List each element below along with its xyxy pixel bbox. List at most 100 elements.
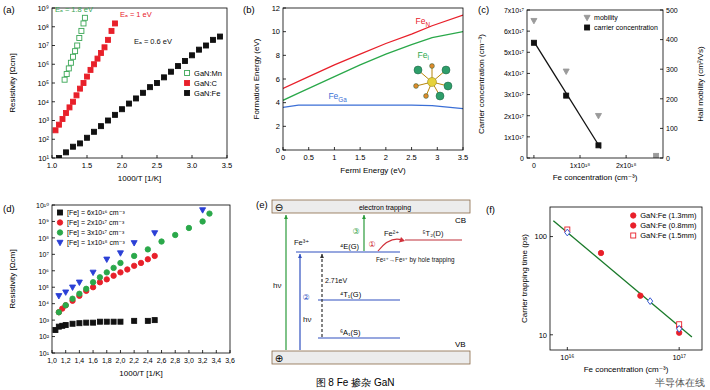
y-tick xyxy=(52,303,55,304)
series-line xyxy=(283,105,463,109)
x-tick-label: 2,2 xyxy=(129,357,139,364)
label-main: Fe xyxy=(418,50,428,60)
x-tick xyxy=(134,350,135,353)
inset-atom xyxy=(414,66,422,74)
data-point xyxy=(64,72,69,77)
band-label: CB xyxy=(455,216,466,225)
label-main: Fe xyxy=(328,91,338,101)
y-tick xyxy=(527,73,530,74)
data-point xyxy=(88,67,93,72)
x-axis-label: 1000/T [1/K] xyxy=(119,369,162,378)
plot-frame xyxy=(52,8,227,158)
data-point xyxy=(102,45,107,50)
x-tick xyxy=(385,147,386,150)
data-point xyxy=(84,320,89,325)
arrow-shaft xyxy=(299,254,300,350)
y-tick-label: 3x10¹⁷ xyxy=(504,91,525,98)
legend: GaN:MnGaN:CGaN:Fe xyxy=(185,69,222,98)
data-point xyxy=(127,101,132,106)
data-point xyxy=(113,112,118,117)
y-tick-label: 6x10¹⁷ xyxy=(504,28,525,35)
data-layer xyxy=(53,208,212,333)
data-point xyxy=(563,69,569,74)
y-tick-label: 10⁴ xyxy=(37,98,49,107)
x-tick-label: 3.5 xyxy=(458,153,468,162)
data-layer xyxy=(53,15,223,158)
x-tick-label: 10¹⁷ xyxy=(672,353,686,362)
data-point xyxy=(78,141,83,146)
data-point xyxy=(218,34,223,39)
data-point xyxy=(638,293,643,298)
y-tick-label: 10¹ xyxy=(39,350,50,357)
y-tick xyxy=(52,83,55,84)
panel-label: (c) xyxy=(478,4,489,15)
diagram-label: hν xyxy=(303,315,311,324)
x-tick xyxy=(308,147,309,150)
y-tick-label: 10⁷ xyxy=(39,251,50,258)
x-axis-label: 1000/T [1/K] xyxy=(118,174,161,183)
y2-tick xyxy=(660,39,663,40)
series-label: FeGa xyxy=(328,91,347,103)
x-tick-label: 1,8 xyxy=(102,357,112,364)
data-point xyxy=(56,310,61,315)
data-point xyxy=(155,81,160,86)
x-tick xyxy=(230,350,231,353)
y-tick xyxy=(527,10,530,11)
x-tick-label: 3 xyxy=(435,153,439,162)
data-point xyxy=(152,318,157,323)
legend-label: GaN:Fe xyxy=(194,89,220,98)
inset-atom xyxy=(424,94,429,99)
chart-panel: (a)1.01.52.02.53.03.510¹10²10³10⁴10⁵10⁶1… xyxy=(3,4,232,183)
y-tick-label: 10⁷ xyxy=(38,41,49,50)
annotation: Eₐ = 1.8 eV xyxy=(55,5,93,14)
x-tick xyxy=(175,350,176,353)
annotation: Eₐ = 1 eV xyxy=(120,10,152,19)
x-tick xyxy=(87,155,88,158)
data-point xyxy=(200,219,205,224)
level-label: ⁴E(G) xyxy=(340,242,360,251)
data-point xyxy=(654,153,659,158)
data-point xyxy=(169,69,174,74)
x-tick-label: 2 xyxy=(384,153,388,162)
y-tick-label: 1x10¹⁷ xyxy=(504,134,525,141)
x-tick-label: 2,6 xyxy=(157,357,167,364)
x-tick-label: 3.5 xyxy=(222,161,232,170)
plot-frame xyxy=(527,10,663,158)
data-point xyxy=(204,43,209,48)
y-tick-label: 0 xyxy=(520,155,524,162)
data-point xyxy=(56,310,61,315)
legend-marker xyxy=(57,230,62,235)
figure: (a)1.01.52.02.53.03.510¹10²10³10⁴10⁵10⁶1… xyxy=(0,0,710,390)
y2-tick-label: 300 xyxy=(666,66,678,73)
y-tick xyxy=(527,158,530,159)
diagram-label: Fe³⁺ xyxy=(294,238,309,247)
y-tick xyxy=(550,334,553,335)
plot-frame xyxy=(52,205,230,353)
data-point xyxy=(57,122,62,127)
y-tick-label: 10⁸ xyxy=(38,235,49,242)
data-point xyxy=(74,93,79,98)
x-tick-label: 2.5 xyxy=(406,153,416,162)
y-tick-label: 10² xyxy=(38,135,49,144)
legend-marker xyxy=(631,213,636,218)
data-point xyxy=(78,86,83,91)
x-tick-label: 2.5 xyxy=(152,161,162,170)
legend: GaN:Fe (1.3mm)GaN:Fe (0.8mm)GaN:Fe (1.5m… xyxy=(631,211,697,240)
x-tick xyxy=(65,350,66,353)
data-point xyxy=(56,294,62,299)
y-axis-label: Resistivity [Ωcm] xyxy=(8,53,17,112)
y-tick xyxy=(52,101,55,102)
x-tick xyxy=(147,350,148,353)
x-tick-label: 0.5 xyxy=(303,153,313,162)
y-tick-label: 4x10¹⁷ xyxy=(504,70,525,77)
data-point xyxy=(118,270,123,275)
y-tick xyxy=(527,136,530,137)
y2-tick-label: 0 xyxy=(666,155,670,162)
data-point xyxy=(145,257,150,262)
data-point xyxy=(90,280,95,285)
data-point xyxy=(200,208,206,213)
legend-marker xyxy=(185,81,190,86)
legend-marker xyxy=(58,210,63,215)
data-point xyxy=(73,49,78,54)
y-tick-label: 10⁶ xyxy=(38,268,49,275)
